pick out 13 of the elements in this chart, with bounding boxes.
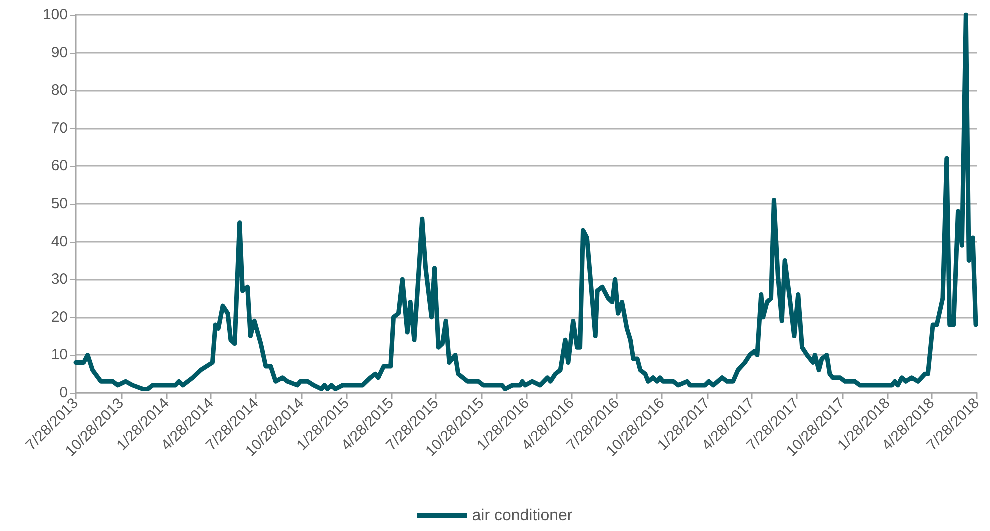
y-tick-label: 20 [51, 308, 68, 326]
y-tick-label: 0 [60, 384, 68, 402]
legend-label: air conditioner [472, 508, 574, 524]
y-tick-label: 70 [51, 120, 68, 137]
y-tick-label: 60 [51, 158, 68, 175]
y-tick-label: 100 [42, 6, 68, 24]
y-tick-label: 10 [51, 346, 68, 364]
y-tick-label: 90 [51, 44, 68, 62]
y-tick-label: 40 [51, 233, 68, 250]
y-tick-label: 30 [51, 271, 68, 288]
y-tick-label: 50 [51, 196, 68, 212]
line-series [74, 12, 978, 392]
y-tick-label: 80 [51, 82, 68, 100]
